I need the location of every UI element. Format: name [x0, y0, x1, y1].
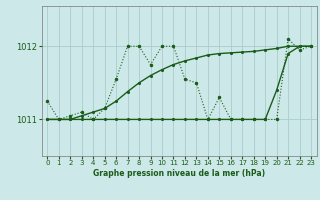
X-axis label: Graphe pression niveau de la mer (hPa): Graphe pression niveau de la mer (hPa)	[93, 169, 265, 178]
